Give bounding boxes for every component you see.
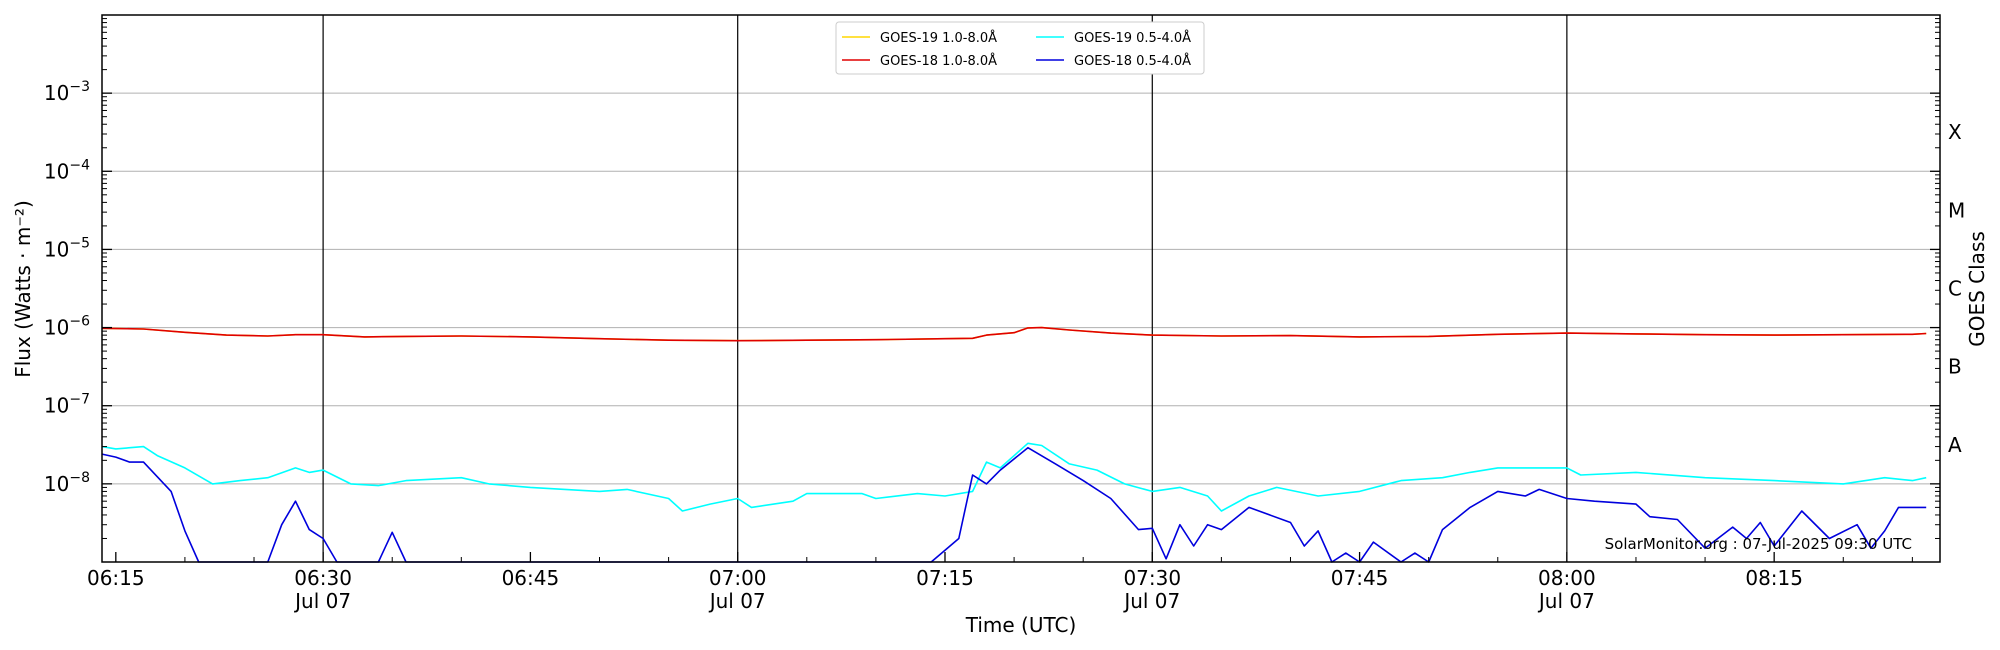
- goes-class-labels: A B C M X: [1948, 120, 1965, 457]
- series-line-goes-19-0-5-4-0: [101, 442, 1927, 512]
- x-tick-sublabel-3: Jul 07: [708, 589, 766, 613]
- y-tick-label-4: 10−7: [44, 392, 90, 418]
- axis-ticks: [102, 18, 1940, 562]
- plot-background: [102, 15, 1940, 562]
- y-tick-label-5: 10−8: [44, 470, 90, 496]
- goes-class-x: X: [1948, 120, 1962, 144]
- x-tick-label-5: 07:30: [1123, 566, 1181, 590]
- x-tick-label-3: 07:00: [709, 566, 767, 590]
- x-tick-label-6: 07:45: [1331, 566, 1389, 590]
- goes-class-a: A: [1948, 433, 1962, 457]
- x-tick-sublabel-5: Jul 07: [1122, 589, 1180, 613]
- legend-label-goes18-long: GOES-18 1.0-8.0Å: [880, 53, 997, 69]
- x-tick-label-4: 07:15: [916, 566, 974, 590]
- goes-class-b: B: [1948, 355, 1962, 379]
- credit-text: SolarMonitor.org : 07-Jul-2025 09:30 UTC: [1605, 535, 1912, 553]
- y-axis-title: Flux (Watts · m⁻²): [11, 200, 35, 378]
- y-tick-label-2: 10−5: [44, 235, 90, 261]
- series-lines: [101, 326, 1927, 563]
- legend: GOES-19 1.0-8.0Å GOES-18 1.0-8.0Å GOES-1…: [835, 21, 1205, 75]
- series-line-goes-18-1-0-8-0: [101, 326, 1927, 342]
- x-tick-label-8: 08:15: [1745, 566, 1803, 590]
- x-tick-sublabel-1: Jul 07: [293, 589, 351, 613]
- y-tick-labels: 10−3 10−4 10−5 10−6 10−7 10−8: [44, 79, 90, 496]
- legend-label-goes19-short: GOES-19 0.5-4.0Å: [1074, 30, 1191, 46]
- right-axis-title: GOES Class: [1965, 231, 1989, 347]
- x-tick-label-0: 06:15: [87, 566, 145, 590]
- x-tick-label-1: 06:30: [294, 566, 352, 590]
- y-tick-label-1: 10−4: [44, 157, 90, 183]
- legend-label-goes18-short: GOES-18 0.5-4.0Å: [1074, 53, 1191, 69]
- series-line-goes-18-0-5-4-0: [101, 446, 1927, 563]
- x-axis-title: Time (UTC): [965, 613, 1077, 637]
- plot-frame: [101, 14, 1941, 563]
- x-tick-label-2: 06:45: [502, 566, 560, 590]
- y-tick-label-0: 10−3: [44, 79, 90, 105]
- grid-lines: [102, 92, 1940, 485]
- goes-class-c: C: [1948, 277, 1962, 301]
- y-tick-label-3: 10−6: [44, 314, 90, 340]
- legend-box: [835, 21, 1205, 75]
- x-tick-sublabel-7: Jul 07: [1537, 589, 1595, 613]
- x-tick-label-7: 08:00: [1538, 566, 1596, 590]
- goes-class-m: M: [1948, 198, 1965, 222]
- legend-label-goes19-long: GOES-19 1.0-8.0Å: [880, 30, 997, 46]
